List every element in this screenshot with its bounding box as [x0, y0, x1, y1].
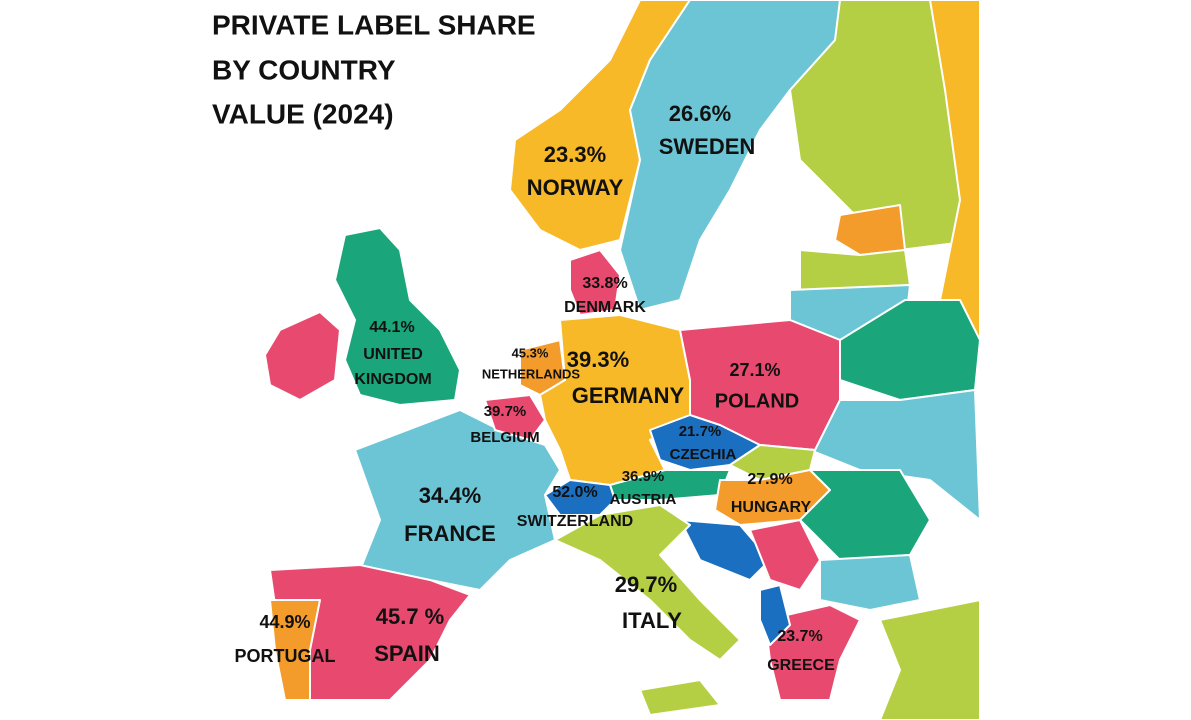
country-value: 45.7 % [376, 604, 445, 629]
country-name: CZECHIA [670, 446, 737, 463]
region [879, 599, 981, 720]
title: PRIVATE LABEL SHARE BY COUNTRY VALUE (20… [212, 9, 536, 129]
region [764, 604, 861, 701]
country-name: GERMANY [572, 383, 685, 408]
country-name: SPAIN [374, 641, 440, 666]
country-value: 27.9% [747, 471, 792, 488]
country-value: 33.8% [582, 275, 627, 292]
country-value: 36.9% [622, 468, 665, 485]
country-name: ITALY [622, 608, 682, 633]
region [759, 584, 791, 646]
region [484, 394, 546, 441]
country-name: DENMARK [564, 299, 646, 316]
country-name: SWEDEN [659, 134, 756, 159]
country-name: FRANCE [404, 521, 496, 546]
title-line: BY COUNTRY [212, 54, 396, 85]
country-name: POLAND [715, 390, 799, 412]
country-name: NETHERLANDS [482, 366, 581, 381]
country-name: PORTUGAL [235, 646, 336, 666]
country-name: GREECE [767, 657, 835, 674]
region [264, 311, 341, 401]
region [569, 249, 621, 316]
region [834, 204, 906, 256]
region [554, 504, 741, 661]
region [269, 599, 321, 701]
country-name: AUSTRIA [610, 491, 677, 508]
country-name: UNITED KINGDOM [354, 346, 432, 388]
country-value: 23.3% [544, 142, 606, 167]
country-name: HUNGARY [731, 499, 812, 516]
title-line: PRIVATE LABEL SHARE [212, 9, 536, 40]
region [619, 0, 841, 311]
map-shapes [264, 0, 981, 720]
country-value: 39.3% [567, 347, 629, 372]
country-value: 27.1% [729, 360, 780, 380]
country-value: 44.1% [369, 319, 414, 336]
country-value: 23.7% [777, 628, 822, 645]
country-value: 44.9% [259, 612, 310, 632]
region [334, 227, 461, 406]
country-value: 45.3% [512, 345, 549, 360]
region [544, 479, 616, 516]
region [749, 519, 821, 591]
country-value: 52.0% [552, 484, 597, 501]
country-name: SWITZERLAND [517, 513, 633, 530]
region [679, 519, 771, 581]
country-value: 21.7% [679, 423, 722, 440]
country-value: 39.7% [484, 403, 527, 420]
labels: 23.3% NORWAY 26.6% SWEDEN 33.8% DENMARK … [235, 101, 836, 674]
country-value: 29.7% [615, 572, 677, 597]
region [839, 299, 981, 401]
country-name: NORWAY [527, 175, 624, 200]
region [729, 444, 816, 481]
region [799, 249, 911, 291]
country-value: 34.4% [419, 483, 481, 508]
region [819, 554, 921, 611]
region [809, 389, 981, 521]
title-line: VALUE (2024) [212, 98, 394, 129]
country-name: BELGIUM [470, 429, 539, 446]
region [639, 679, 721, 716]
country-value: 26.6% [669, 101, 731, 126]
country-name-wrap: UNITED KINGDOM [354, 346, 432, 388]
